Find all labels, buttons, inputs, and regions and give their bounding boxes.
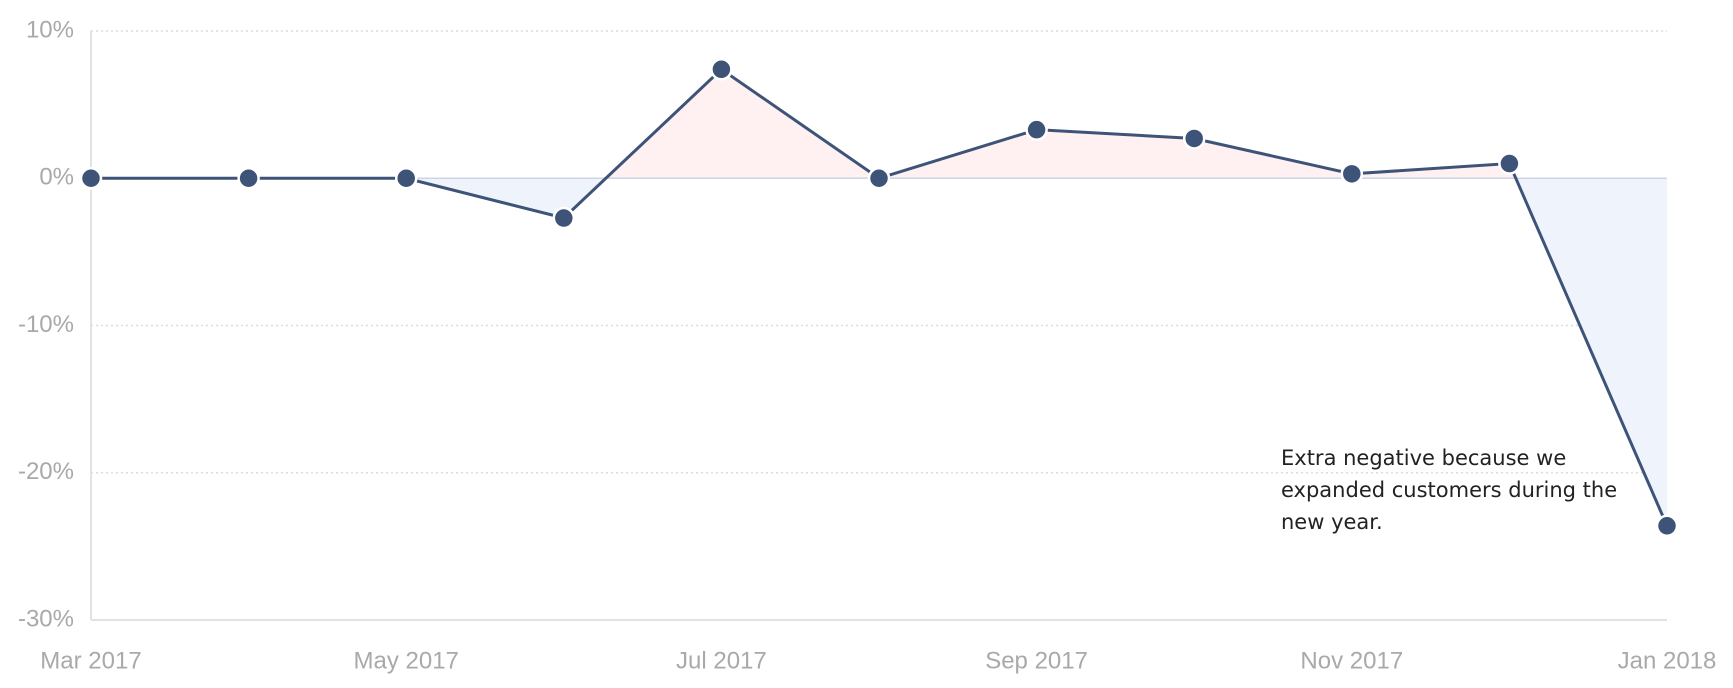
annotation: Extra negative because we expanded custo… [1281, 446, 1618, 534]
y-tick-label: -30% [18, 605, 74, 632]
x-tick-label: Jul 2017 [676, 647, 767, 674]
x-tick-label: May 2017 [353, 647, 458, 674]
point [1340, 162, 1364, 186]
x-tick-label: Mar 2017 [40, 647, 141, 674]
y-tick-label: -10% [18, 311, 74, 338]
x-tick-label: Jan 2018 [1618, 647, 1717, 674]
point [1498, 152, 1521, 175]
y-tick-label: 10% [26, 16, 74, 43]
x-tick-label: Sep 2017 [985, 647, 1088, 674]
point [79, 167, 103, 190]
point [1025, 118, 1048, 141]
x-tick-label: Nov 2017 [1300, 647, 1403, 674]
point [710, 58, 733, 81]
point [1182, 127, 1206, 150]
point [552, 206, 576, 230]
point [394, 167, 418, 190]
y-tick-label: -20% [18, 458, 74, 485]
point [237, 167, 260, 190]
point [867, 167, 891, 190]
point [1655, 514, 1679, 538]
y-tick-label: 0% [39, 164, 74, 191]
